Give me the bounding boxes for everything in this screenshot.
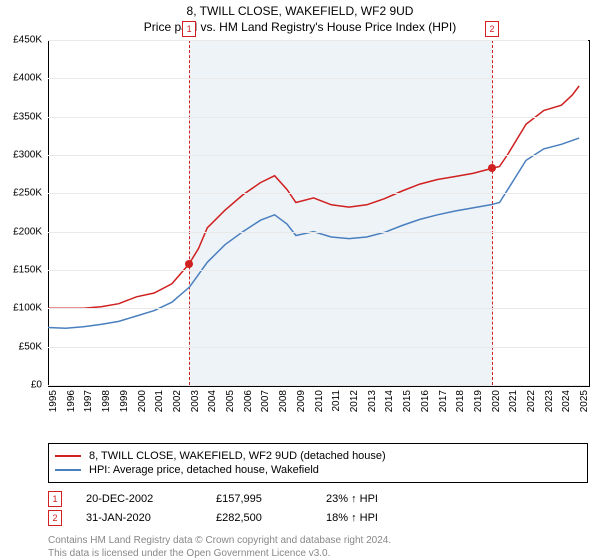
y-tick-label: £150K — [0, 265, 42, 276]
plot-lines — [48, 40, 588, 385]
gridline — [48, 117, 588, 118]
sale-id-badge: 1 — [48, 491, 62, 507]
sales-table: 1 20-DEC-2002£157,99523% ↑ HPI 2 31-JAN-202… — [48, 491, 588, 526]
x-tick-label: 2002 — [172, 390, 183, 412]
x-tick-label: 2005 — [225, 390, 236, 412]
legend-label: HPI: Average price, detached house, Wake… — [89, 464, 319, 476]
legend-swatch — [55, 455, 81, 457]
x-tick-label: 2000 — [137, 390, 148, 412]
x-tick-label: 2007 — [260, 390, 271, 412]
x-tick-label: 1996 — [66, 390, 77, 412]
x-tick-label: 1997 — [83, 390, 94, 412]
sale-marker-1-dot — [185, 260, 193, 268]
x-tick-label: 2019 — [473, 390, 484, 412]
legend-label: 8, TWILL CLOSE, WAKEFIELD, WF2 9UD (deta… — [89, 450, 386, 462]
x-tick-label: 2009 — [296, 390, 307, 412]
x-tick-label: 2016 — [420, 390, 431, 412]
x-tick-label: 2014 — [384, 390, 395, 412]
legend-item: 8, TWILL CLOSE, WAKEFIELD, WF2 9UD (deta… — [55, 450, 581, 462]
gridline — [48, 270, 588, 271]
x-tick-label: 2022 — [526, 390, 537, 412]
x-tick-label: 2015 — [402, 390, 413, 412]
x-tick-label: 2018 — [455, 390, 466, 412]
gridline — [48, 78, 588, 79]
legend-swatch — [55, 469, 81, 471]
x-tick-label: 1999 — [119, 390, 130, 412]
sale-marker-2-top: 2 — [485, 21, 499, 37]
y-tick-label: £300K — [0, 150, 42, 161]
sale-date: 31-JAN-2020 — [86, 512, 216, 524]
chart-title-block: 8, TWILL CLOSE, WAKEFIELD, WF2 9UD Price… — [0, 4, 600, 34]
x-tick-label: 2013 — [367, 390, 378, 412]
sale-date: 20-DEC-2002 — [86, 493, 216, 505]
x-tick-label: 2012 — [349, 390, 360, 412]
sale-id-badge: 2 — [48, 510, 62, 526]
y-tick-label: £250K — [0, 188, 42, 199]
x-tick-label: 2020 — [491, 390, 502, 412]
x-tick-label: 1998 — [101, 390, 112, 412]
y-tick-label: £350K — [0, 111, 42, 122]
x-tick-label: 2008 — [278, 390, 289, 412]
sale-row: 2 31-JAN-2020£282,50018% ↑ HPI — [48, 510, 588, 526]
footnote-line-1: Contains HM Land Registry data © Crown c… — [48, 535, 391, 546]
x-tick-label: 2021 — [508, 390, 519, 412]
gridline — [48, 193, 588, 194]
y-tick-label: £200K — [0, 226, 42, 237]
x-tick-label: 2025 — [579, 390, 590, 412]
sale-price: £282,500 — [216, 512, 326, 524]
chart-title: 8, TWILL CLOSE, WAKEFIELD, WF2 9UD — [0, 4, 600, 18]
gridline — [48, 155, 588, 156]
y-tick-label: £450K — [0, 35, 42, 46]
x-tick-label: 2010 — [314, 390, 325, 412]
y-tick-label: £400K — [0, 73, 42, 84]
gridline — [48, 232, 588, 233]
gridline — [48, 347, 588, 348]
footnote-line-2: This data is licensed under the Open Gov… — [48, 548, 330, 559]
price-chart: 1 2 £0£50K£100K£150K£200K£250K£300K£350K… — [48, 40, 588, 385]
legend-item: HPI: Average price, detached house, Wake… — [55, 464, 581, 476]
y-tick-label: £0 — [0, 380, 42, 391]
y-tick-label: £100K — [0, 303, 42, 314]
sale-row: 1 20-DEC-2002£157,99523% ↑ HPI — [48, 491, 588, 507]
sale-vs-hpi: 18% ↑ HPI — [326, 512, 426, 524]
y-tick-label: £50K — [0, 341, 42, 352]
gridline — [48, 308, 588, 309]
sale-vs-hpi: 23% ↑ HPI — [326, 493, 426, 505]
sale-marker-1-top: 1 — [182, 21, 196, 37]
gridline — [48, 385, 588, 386]
x-tick-label: 2011 — [331, 390, 342, 412]
x-tick-label: 2023 — [544, 390, 555, 412]
legend: 8, TWILL CLOSE, WAKEFIELD, WF2 9UD (deta… — [48, 443, 588, 483]
x-tick-label: 1995 — [48, 390, 59, 412]
gridline — [48, 40, 588, 41]
sale-marker-2-dot — [488, 164, 496, 172]
data-attribution: Contains HM Land Registry data © Crown c… — [48, 534, 588, 560]
x-tick-label: 2003 — [190, 390, 201, 412]
x-tick-label: 2006 — [243, 390, 254, 412]
x-tick-label: 2024 — [561, 390, 572, 412]
x-tick-label: 2004 — [207, 390, 218, 412]
chart-subtitle: Price paid vs. HM Land Registry's House … — [0, 20, 600, 34]
x-tick-label: 2017 — [438, 390, 449, 412]
x-tick-label: 2001 — [154, 390, 165, 412]
series-subject — [48, 86, 579, 308]
sale-price: £157,995 — [216, 493, 326, 505]
